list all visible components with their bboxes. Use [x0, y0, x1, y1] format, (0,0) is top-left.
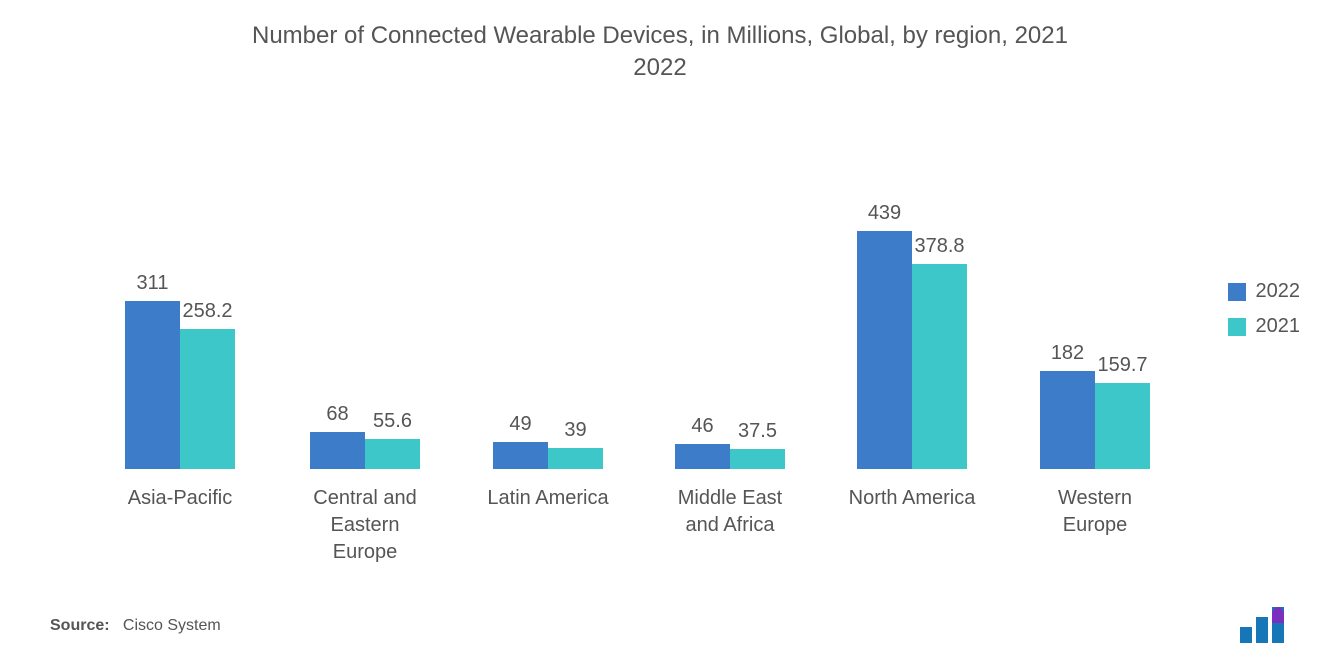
- source-value: Cisco System: [123, 617, 221, 634]
- bar-group: 4939Latin America: [468, 442, 628, 469]
- bar-wrap-2022: 311: [125, 301, 180, 469]
- bar-wrap-2021: 39: [548, 448, 603, 469]
- bar-2021: [180, 329, 235, 469]
- legend-item-2021: 2021: [1228, 315, 1301, 338]
- bar-2021: [548, 448, 603, 469]
- bar-group: 182159.7Western Europe: [1015, 371, 1175, 470]
- source-label: Source:: [50, 617, 110, 634]
- x-tick-label: Asia-Pacific: [100, 485, 260, 512]
- bar-wrap-2022: 182: [1040, 371, 1095, 470]
- bar-value-2021: 159.7: [1097, 354, 1147, 377]
- bar-value-2022: 46: [691, 415, 713, 438]
- bar-value-2022: 439: [868, 202, 901, 225]
- bar-wrap-2022: 439: [857, 231, 912, 469]
- bar-2021: [912, 264, 967, 469]
- chart-container: Number of Connected Wearable Devices, in…: [0, 0, 1320, 665]
- bar-group: 6855.6Central and Eastern Europe: [285, 432, 445, 469]
- bar-2022: [125, 301, 180, 469]
- bar-2021: [1095, 383, 1150, 469]
- bar-wrap-2021: 378.8: [912, 264, 967, 469]
- bar-2022: [310, 432, 365, 469]
- bar-2022: [493, 442, 548, 469]
- bar-value-2021: 55.6: [373, 410, 412, 433]
- source-line: Source: Cisco System: [50, 617, 221, 635]
- legend: 2022 2021: [1228, 280, 1301, 338]
- brand-logo: [1240, 607, 1300, 643]
- chart-title-line1: Number of Connected Wearable Devices, in…: [252, 22, 1068, 49]
- x-tick-label: Western Europe: [1015, 485, 1175, 539]
- bar-2022: [857, 231, 912, 469]
- legend-label-2022: 2022: [1256, 280, 1301, 303]
- bar-value-2021: 39: [564, 419, 586, 442]
- bar-wrap-2022: 46: [675, 444, 730, 469]
- bar-group: 311258.2Asia-Pacific: [100, 301, 260, 469]
- legend-swatch-2022: [1228, 283, 1246, 301]
- bar-wrap-2021: 258.2: [180, 329, 235, 469]
- bar-value-2022: 68: [326, 403, 348, 426]
- bar-2021: [365, 439, 420, 469]
- legend-label-2021: 2021: [1256, 315, 1301, 338]
- logo-bar-2: [1256, 617, 1268, 643]
- bar-wrap-2022: 68: [310, 432, 365, 469]
- x-tick-label: Middle East and Africa: [650, 485, 810, 539]
- bar-group: 4637.5Middle East and Africa: [650, 444, 810, 469]
- bar-value-2022: 49: [509, 413, 531, 436]
- bar-value-2022: 311: [137, 272, 169, 295]
- bar-wrap-2021: 37.5: [730, 449, 785, 469]
- x-tick-label: Central and Eastern Europe: [285, 485, 445, 566]
- bar-wrap-2022: 49: [493, 442, 548, 469]
- logo-bar-1: [1240, 627, 1252, 643]
- bar-value-2021: 258.2: [182, 300, 232, 323]
- logo-accent: [1272, 607, 1284, 623]
- bar-value-2021: 37.5: [738, 420, 777, 443]
- legend-swatch-2021: [1228, 318, 1246, 336]
- plot-area: 311258.2Asia-Pacific 6855.6Central and Ea…: [60, 140, 1150, 470]
- bar-2021: [730, 449, 785, 469]
- bar-value-2022: 182: [1051, 342, 1084, 365]
- legend-item-2022: 2022: [1228, 280, 1301, 303]
- bar-wrap-2021: 55.6: [365, 439, 420, 469]
- chart-title-line2: 2022: [633, 54, 686, 81]
- bar-group: 439378.8North America: [832, 231, 992, 469]
- bar-wrap-2021: 159.7: [1095, 383, 1150, 469]
- bar-2022: [1040, 371, 1095, 470]
- bar-2022: [675, 444, 730, 469]
- x-tick-label: North America: [832, 485, 992, 512]
- x-tick-label: Latin America: [468, 485, 628, 512]
- bar-value-2021: 378.8: [914, 235, 964, 258]
- chart-title: Number of Connected Wearable Devices, in…: [0, 20, 1320, 85]
